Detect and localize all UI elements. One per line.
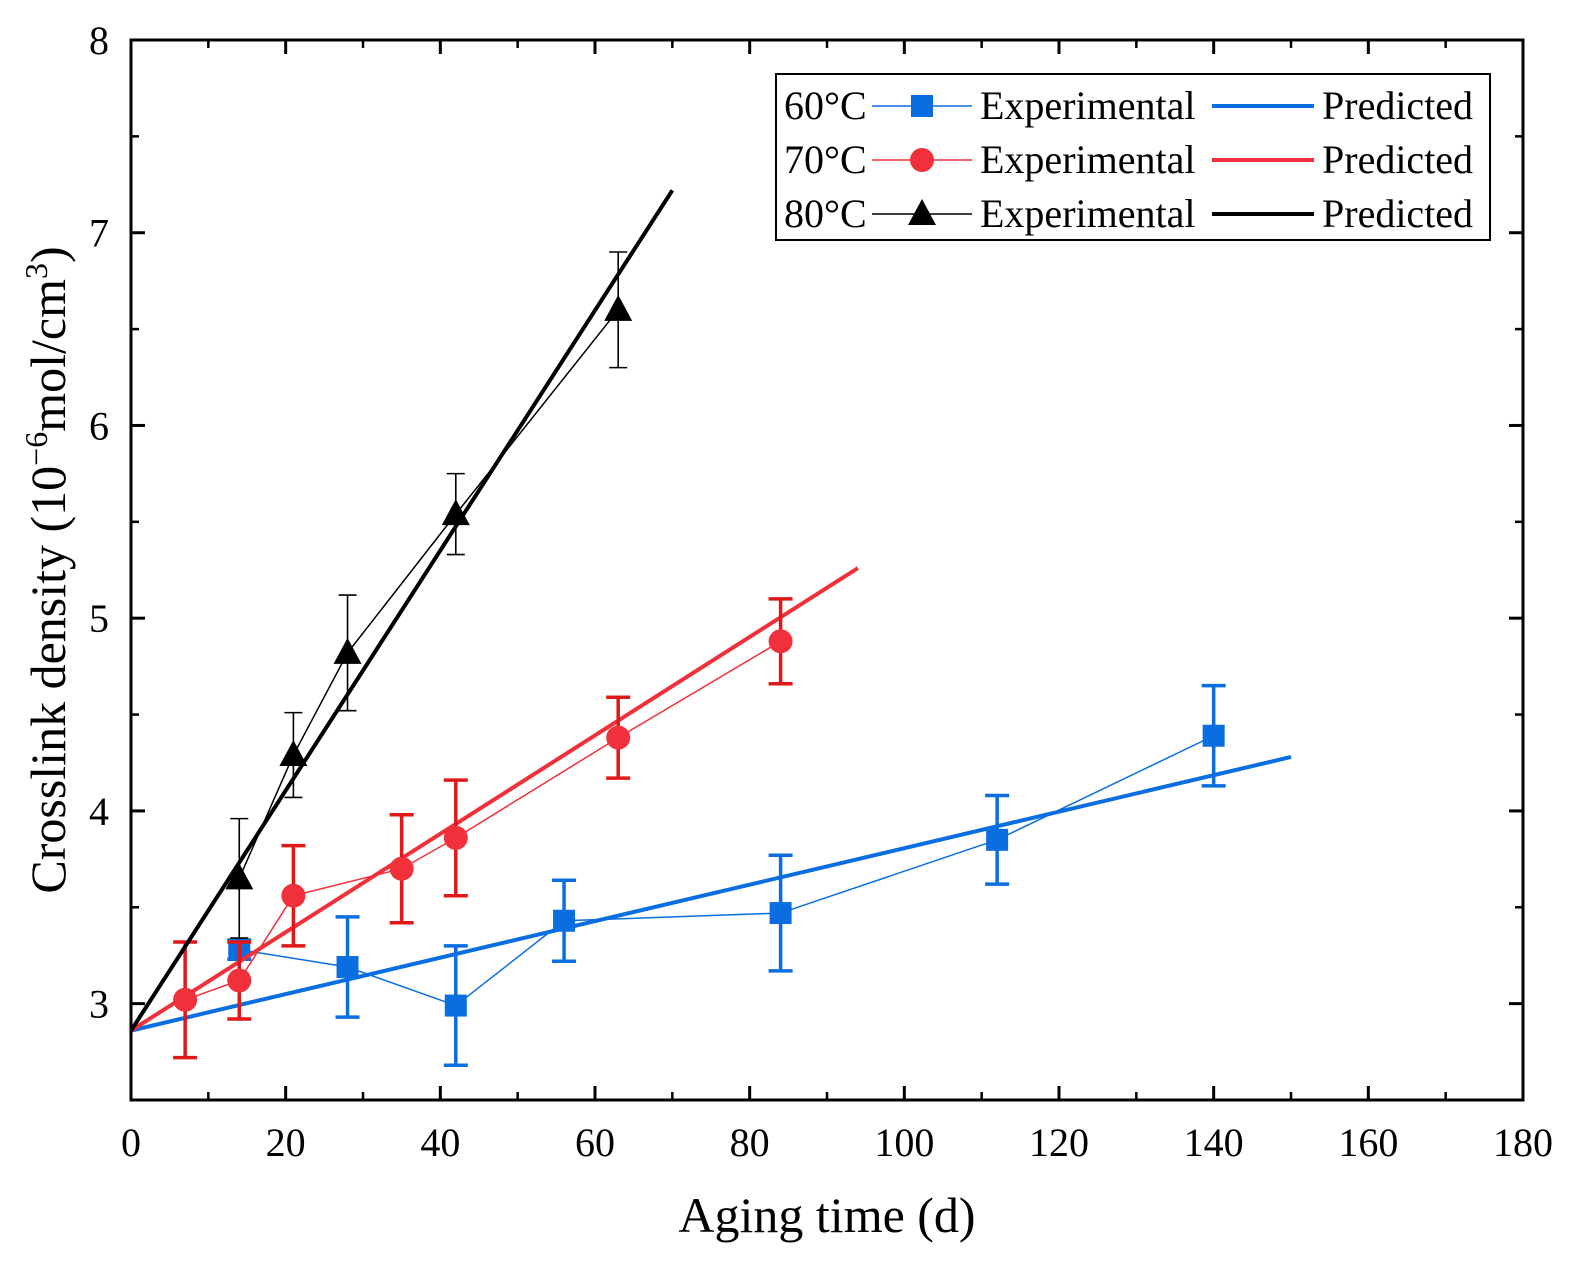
- x-tick-label: 20: [266, 1120, 306, 1165]
- series-80C: [129, 189, 675, 1032]
- data-point-70C: [389, 856, 414, 881]
- legend-marker: [910, 148, 934, 172]
- legend-box: [775, 73, 1491, 241]
- legend-row-70C: 70°C Experimental Predicted: [784, 137, 1473, 182]
- legend-temperature-label: 60°C: [784, 83, 867, 128]
- x-tick-label: 40: [420, 1120, 460, 1165]
- y-tick-label: 8: [89, 18, 109, 63]
- y-tick-label: 7: [89, 211, 109, 256]
- legend-rows: 60°C Experimental Predicted 70°C Experimenta…: [784, 83, 1473, 236]
- data-point-80C: [333, 637, 362, 664]
- ticks-layer: 0 20 40 60 80 100 120 140 160 180 3 4 5 6 7 8: [89, 18, 1553, 1165]
- data-point-60C: [553, 909, 576, 932]
- legend-predicted-label: Predicted: [1322, 83, 1473, 128]
- x-tick-label: 80: [730, 1120, 770, 1165]
- x-tick-label: 160: [1338, 1120, 1398, 1165]
- x-tick-label: 0: [121, 1120, 141, 1165]
- legend-predicted-label: Predicted: [1322, 137, 1473, 182]
- y-tick-label: 5: [89, 596, 109, 641]
- data-point-70C: [281, 883, 306, 908]
- legend-temperature-label: 70°C: [784, 137, 867, 182]
- series-60C: [130, 683, 1292, 1068]
- y-axis-title-end: ): [20, 246, 76, 263]
- data-point-80C: [225, 863, 254, 890]
- data-point-60C: [1202, 724, 1225, 747]
- data-point-70C: [443, 825, 468, 850]
- y-axis-title: Crosslink density (10−6mol/cm3): [18, 246, 76, 893]
- legend-experimental-label: Experimental: [980, 191, 1195, 236]
- y-tick-label: 4: [89, 789, 109, 834]
- x-tick-label: 140: [1184, 1120, 1244, 1165]
- plot-layer: [129, 189, 1292, 1068]
- experimental-line-80C: [238, 309, 619, 879]
- data-point-80C: [441, 499, 470, 526]
- legend-row-60C: 60°C Experimental Predicted: [784, 83, 1473, 128]
- data-point-70C: [227, 968, 252, 993]
- data-point-70C: [768, 629, 793, 654]
- legend-experimental-label: Experimental: [980, 137, 1195, 182]
- y-axis-title-sup2: 3: [18, 263, 54, 279]
- data-point-60C: [769, 902, 792, 925]
- data-point-60C: [444, 994, 467, 1017]
- x-axis-title: Aging time (d): [678, 1187, 975, 1243]
- y-tick-label: 6: [89, 403, 109, 448]
- legend-experimental-label: Experimental: [980, 83, 1195, 128]
- predicted-line-60C: [130, 754, 1292, 1033]
- legend-temperature-label: 80°C: [784, 191, 867, 236]
- data-point-70C: [606, 725, 631, 750]
- y-axis-title-sup1: −6: [18, 432, 54, 466]
- x-tick-label: 60: [575, 1120, 615, 1165]
- legend-predicted-label: Predicted: [1322, 191, 1473, 236]
- data-point-80C: [279, 740, 308, 767]
- predicted-line-70C: [129, 566, 860, 1033]
- x-tick-label: 120: [1029, 1120, 1089, 1165]
- data-point-80C: [604, 294, 633, 321]
- data-point-70C: [173, 987, 198, 1012]
- legend-marker: [911, 95, 933, 117]
- data-point-60C: [336, 956, 359, 979]
- y-axis-title-mid: mol/cm: [20, 279, 76, 432]
- legend-row-80C: 80°C Experimental Predicted: [784, 191, 1473, 236]
- y-tick-label: 3: [89, 982, 109, 1027]
- legend-marker: [908, 199, 936, 225]
- legend: 60°C Experimental Predicted 70°C Experimenta…: [775, 73, 1491, 241]
- series-70C: [129, 566, 860, 1060]
- y-axis-title-main: Crosslink density (10: [20, 466, 76, 894]
- x-tick-label: 180: [1493, 1120, 1553, 1165]
- x-tick-label: 100: [874, 1120, 934, 1165]
- data-point-60C: [986, 828, 1009, 851]
- predicted-line-80C: [129, 189, 675, 1032]
